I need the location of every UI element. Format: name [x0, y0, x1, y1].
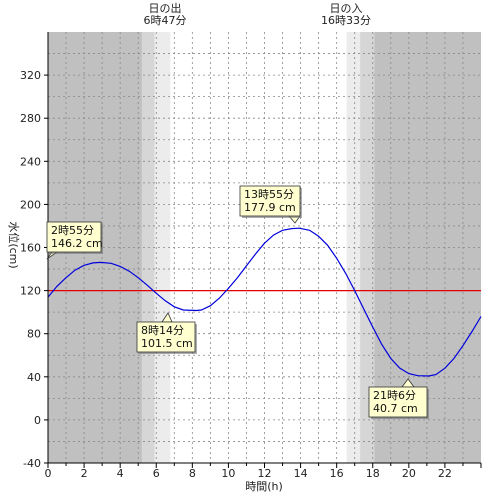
callout-box — [239, 185, 301, 217]
callout-time: 8時14分 — [141, 324, 184, 337]
callout-value: 101.5 cm — [141, 337, 193, 350]
callout-box — [136, 321, 196, 353]
y-tick-label: 80 — [27, 328, 41, 341]
callout-time: 13時55分 — [244, 188, 294, 201]
callout-time: 2時55分 — [51, 224, 94, 237]
x-tick-label: 4 — [117, 467, 124, 480]
tide-series-line — [47, 227, 482, 377]
callout-value: 177.9 cm — [244, 201, 296, 214]
x-axis-label: 時間(h) — [245, 480, 283, 493]
y-tick-label: 240 — [20, 155, 41, 168]
y-tick-label: 280 — [20, 112, 41, 125]
x-tick-label: 22 — [438, 467, 452, 480]
x-tick-label: 8 — [189, 467, 196, 480]
y-tick-label: 40 — [27, 371, 41, 384]
x-tick-label: 2 — [81, 467, 88, 480]
y-axis-label: 水位(cm) — [7, 221, 21, 268]
sunset-label: 日の入 — [330, 2, 363, 15]
callout-value: 146.2 cm — [51, 237, 103, 250]
y-tick-label: -40 — [23, 457, 41, 470]
y-tick-label: 200 — [20, 198, 41, 211]
x-tick-label: 0 — [45, 467, 52, 480]
x-tick-label: 12 — [258, 467, 272, 480]
callout-box — [368, 386, 428, 418]
x-tick-label: 16 — [330, 467, 344, 480]
x-tick-label: 14 — [294, 467, 308, 480]
x-tick-label: 10 — [221, 467, 235, 480]
y-tick-label: 160 — [20, 242, 41, 255]
sunrise-label: 日の出 — [149, 1, 182, 15]
x-tick-label: 6 — [153, 467, 160, 480]
sunrise-time: 6時47分 — [144, 14, 187, 27]
x-tick-label: 20 — [402, 467, 416, 480]
y-tick-label: 0 — [34, 414, 41, 427]
y-tick-label: 320 — [20, 69, 41, 82]
series — [47, 227, 482, 377]
callout-box — [46, 221, 102, 253]
callout-time: 21時6分 — [373, 389, 416, 402]
sunset-time: 16時33分 — [321, 14, 371, 27]
y-tick-label: 120 — [20, 285, 41, 298]
x-axis: 0 2 4 6 8 10 12 14 16 18 20 22 — [45, 463, 482, 480]
sun-headers: 日の出 6時47分 日の入 16時33分 — [144, 1, 372, 27]
x-tick-label: 18 — [366, 467, 380, 480]
y-axis: -40 0 40 80 120 160 200 240 280 320 — [20, 69, 48, 470]
callout-value: 40.7 cm — [373, 402, 418, 415]
